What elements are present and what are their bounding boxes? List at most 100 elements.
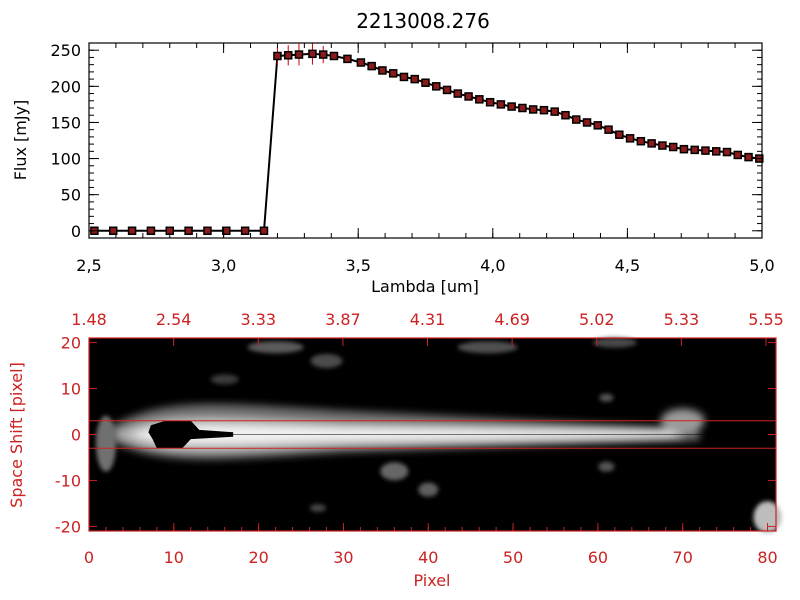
data-point: [475, 95, 484, 104]
data-point: [744, 152, 753, 162]
image-x-tick-label: 60: [588, 548, 608, 567]
data-point: [647, 139, 656, 148]
data-point: [518, 103, 527, 113]
data-point: [184, 226, 193, 236]
data-point: [550, 107, 559, 116]
x-tick-label: 4,5: [615, 256, 640, 275]
image-x-tick-label: 10: [164, 548, 184, 567]
y-tick-label: 250: [50, 41, 81, 60]
image-top-tick-label: 4.31: [410, 310, 446, 329]
y-tick-label: 200: [50, 77, 81, 96]
data-point: [733, 150, 743, 160]
y-tick-label: 0: [71, 222, 81, 241]
data-point: [496, 100, 506, 109]
spectrum-plot: 2213008.276 2,5 3,0 3,5 4,0 4,5 5,0 0 50 100 150…: [11, 9, 775, 296]
image-x-tick-label: 0: [84, 548, 94, 567]
image-x-tick-label: 80: [757, 548, 777, 567]
data-point: [108, 226, 118, 236]
data-point: [464, 92, 473, 101]
image-top-tick-label: 4.69: [494, 310, 530, 329]
data-point: [378, 66, 387, 75]
image-x-tick-label: 70: [673, 548, 693, 567]
spectrum-x-ticks: 2,5 3,0 3,5 4,0 4,5 5,0: [76, 43, 775, 275]
data-point: [539, 105, 549, 115]
data-point: [146, 226, 156, 236]
data-point: [561, 110, 570, 120]
data-point: [615, 130, 624, 139]
data-point: [308, 49, 317, 59]
data-point: [679, 144, 689, 154]
x-tick-label: 4,0: [480, 256, 505, 275]
data-point: [604, 125, 613, 134]
image-y-tick-label: -20: [55, 517, 81, 536]
image-y-axis-label: Space Shift [pixel]: [7, 362, 26, 508]
image-top-tick-label: 5.02: [579, 310, 615, 329]
data-point: [711, 147, 721, 156]
spectrum-plot-frame: [88, 42, 763, 239]
data-point: [273, 51, 282, 61]
data-point: [259, 226, 269, 236]
data-point: [593, 121, 603, 130]
data-point: [701, 146, 710, 155]
data-point: [222, 226, 231, 236]
image-y-tick-label: -10: [55, 471, 81, 490]
x-tick-label: 5,0: [749, 256, 774, 275]
image-x-tick-label: 50: [503, 548, 523, 567]
x-axis-label: Lambda [um]: [371, 277, 479, 296]
data-point: [240, 226, 250, 236]
image-top-tick-label: 1.48: [71, 310, 107, 329]
data-point: [399, 72, 409, 82]
spectrum-y-ticks: 0 50 100 150 200 250: [50, 41, 762, 241]
image-x-axis-label: Pixel: [413, 571, 450, 590]
data-point: [343, 54, 352, 64]
image-y-tick-label: 10: [61, 380, 81, 399]
data-point: [318, 50, 328, 59]
image-top-tick-label: 5.55: [748, 310, 784, 329]
spectral-image: [89, 337, 782, 534]
data-point: [442, 85, 452, 95]
data-point: [528, 105, 538, 114]
data-point: [625, 134, 635, 143]
y-axis-label: Flux [mJy]: [11, 100, 30, 181]
data-point: [690, 145, 699, 155]
image-x-tick-label: 40: [418, 548, 438, 567]
spectral-image-plot: 0 10 20 30 40 50 60 70 80 -20 -10 0 10 20 1.48 2.54 3.…: [7, 310, 784, 590]
image-top-tick-label: 3.87: [325, 310, 361, 329]
image-x-tick-label: 20: [248, 548, 268, 567]
data-point: [507, 102, 516, 111]
data-point: [722, 147, 732, 157]
image-x-tick-label: 30: [333, 548, 353, 567]
data-point: [636, 136, 646, 146]
spectrum-data: [90, 43, 764, 236]
x-tick-label: 3,5: [345, 256, 370, 275]
chart-title: 2213008.276: [356, 9, 490, 33]
data-point: [485, 97, 495, 107]
image-top-tick-label: 2.54: [156, 310, 192, 329]
data-point: [421, 78, 430, 87]
data-point: [572, 115, 581, 124]
image-y-ticks: -20 -10 0 10 20: [55, 334, 776, 536]
image-y-tick-label: 20: [61, 334, 81, 353]
y-tick-label: 100: [50, 150, 81, 169]
image-top-tick-label: 3.33: [240, 310, 276, 329]
data-point: [367, 61, 376, 71]
image-y-tick-label: 0: [71, 426, 81, 445]
image-x-ticks: 0 10 20 30 40 50 60 70 80: [84, 523, 778, 567]
image-top-tick-label: 5.33: [664, 310, 700, 329]
data-point: [453, 89, 463, 98]
image-top-wavelength-ticks: 1.48 2.54 3.33 3.87 4.31 4.69 5.02 5.33 5.55: [71, 310, 784, 346]
data-point: [658, 141, 667, 150]
data-point: [356, 58, 366, 67]
data-point: [668, 142, 678, 152]
data-point: [294, 50, 304, 59]
data-point: [582, 118, 592, 127]
x-tick-label: 3,0: [211, 256, 236, 275]
data-point: [127, 226, 137, 236]
data-point: [203, 226, 212, 236]
data-point: [329, 51, 339, 61]
data-point: [410, 74, 419, 84]
image-noise: [95, 337, 782, 534]
data-point: [283, 51, 293, 60]
y-tick-label: 50: [61, 186, 81, 205]
